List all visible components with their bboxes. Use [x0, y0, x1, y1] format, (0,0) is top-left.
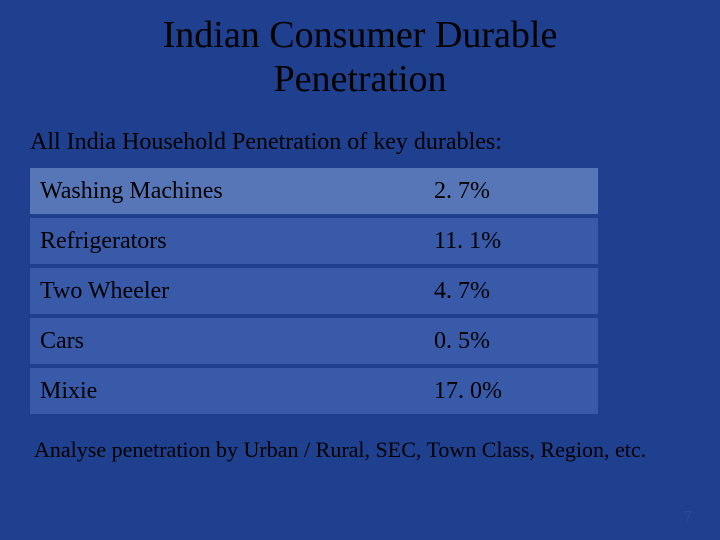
row-value: 17. 0% — [420, 378, 598, 405]
row-label: Mixie — [30, 378, 420, 405]
row-label: Two Wheeler — [30, 278, 420, 305]
penetration-table: Washing Machines 2. 7% Refrigerators 11.… — [30, 168, 598, 418]
table-row-inner: Washing Machines 2. 7% — [30, 168, 598, 214]
title-line-2: Penetration — [273, 58, 446, 100]
table-row-inner: Mixie 17. 0% — [30, 368, 598, 414]
table-row-inner: Cars 0. 5% — [30, 318, 598, 364]
slide-footer: Analyse penetration by Urban / Rural, SE… — [0, 418, 720, 464]
row-value: 2. 7% — [420, 178, 598, 205]
page-number: 7 — [683, 507, 692, 528]
row-label: Washing Machines — [30, 178, 420, 205]
table-row-inner: Two Wheeler 4. 7% — [30, 268, 598, 314]
slide-subtitle: All India Household Penetration of key d… — [0, 101, 720, 168]
table-row: Mixie 17. 0% — [30, 368, 598, 418]
table-row-inner: Refrigerators 11. 1% — [30, 218, 598, 264]
row-label: Cars — [30, 328, 420, 355]
table-row: Cars 0. 5% — [30, 318, 598, 368]
table-row: Washing Machines 2. 7% — [30, 168, 598, 218]
row-label: Refrigerators — [30, 228, 420, 255]
slide-title: Indian Consumer Durable Penetration — [0, 0, 720, 101]
row-value: 0. 5% — [420, 328, 598, 355]
row-value: 4. 7% — [420, 278, 598, 305]
row-value: 11. 1% — [420, 228, 598, 255]
table-row: Refrigerators 11. 1% — [30, 218, 598, 268]
table-row: Two Wheeler 4. 7% — [30, 268, 598, 318]
title-line-1: Indian Consumer Durable — [163, 14, 558, 56]
